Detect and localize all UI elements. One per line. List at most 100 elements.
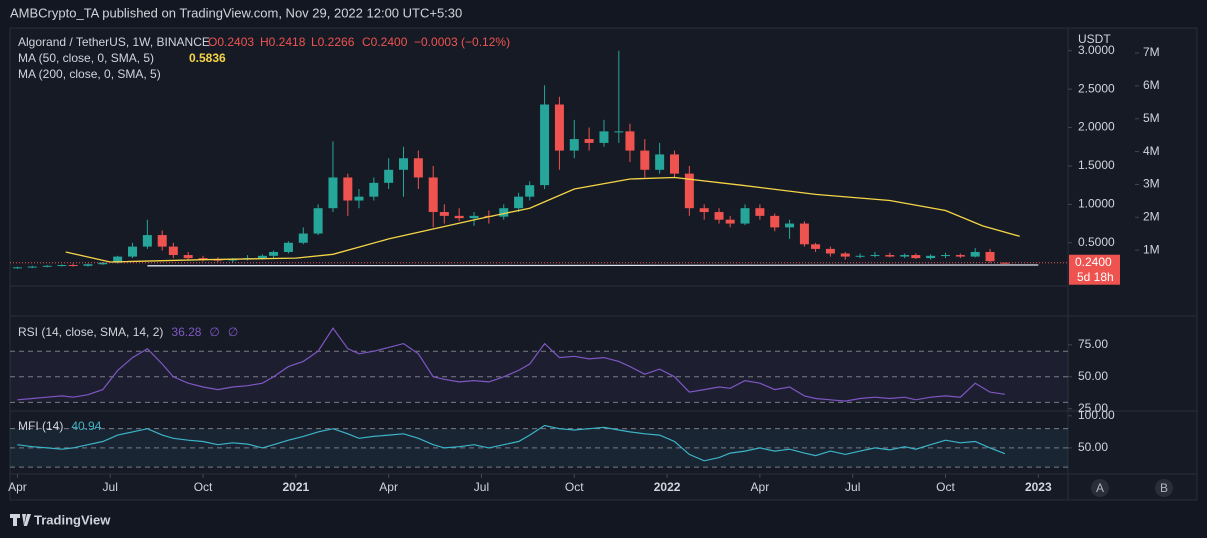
candle-body — [343, 177, 353, 201]
candle-body — [540, 104, 550, 186]
y-tick-label: 3.0000 — [1078, 43, 1115, 57]
candle-body — [113, 256, 123, 263]
indicator-legend: MA (200, close, 0, SMA, 5) — [18, 67, 161, 81]
ohlc-value: H0.2418 — [260, 35, 306, 49]
candle-body — [825, 248, 835, 254]
indicator-value: 36.28 — [171, 325, 201, 339]
candle-body — [885, 255, 895, 257]
band-fill — [10, 351, 1068, 403]
candle-body — [900, 255, 910, 257]
x-tick-label: Oct — [936, 480, 955, 494]
x-tick-label: 2022 — [654, 480, 681, 494]
ohlc-value: O0.2403 — [208, 35, 254, 49]
indicator-line — [17, 327, 1005, 402]
candle-body — [439, 212, 449, 216]
y-tick-label: 0.5000 — [1078, 235, 1115, 249]
publisher: AMBCrypto_TA published on TradingView.co… — [10, 5, 462, 20]
price-change: −0.0003 (−0.12%) — [414, 35, 510, 49]
y2-tick-label: 7M — [1143, 45, 1160, 59]
y2-tick-label: 4M — [1143, 144, 1160, 158]
y-axis-unit: USDT — [1078, 32, 1111, 46]
y-tick-label: 2.5000 — [1078, 81, 1115, 95]
button[interactable] — [1091, 479, 1109, 497]
indicator-extra: ∅ — [228, 325, 238, 339]
candle-body — [399, 158, 409, 170]
candle-body — [198, 258, 208, 260]
candle-body — [640, 150, 650, 170]
y2-tick-label: 3M — [1143, 177, 1160, 191]
candle-body — [669, 154, 679, 174]
indicator-legend: MFI (14) — [18, 419, 63, 433]
y-tick-label: 50.00 — [1078, 369, 1108, 383]
y2-tick-label: 1M — [1143, 242, 1160, 256]
chart-frame — [9, 27, 1198, 501]
candle-body — [157, 235, 167, 247]
candle-body — [128, 246, 138, 257]
candle-body — [514, 196, 524, 209]
candle-body — [428, 177, 438, 213]
candle-body — [384, 169, 394, 183]
indicator-legend: RSI (14, close, SMA, 14, 2) — [18, 325, 163, 339]
candle-body — [168, 246, 178, 256]
candle-body — [699, 208, 709, 213]
x-tick-label: Apr — [751, 480, 770, 494]
x-tick-label: 2021 — [282, 480, 309, 494]
y-tick-label: 75.00 — [1078, 337, 1108, 351]
y2-tick-label: 6M — [1143, 78, 1160, 92]
candle-body — [985, 251, 995, 262]
button-label[interactable]: A — [1096, 481, 1104, 495]
candle-body — [870, 255, 880, 257]
x-tick-label: Oct — [194, 480, 213, 494]
x-tick-label: Jul — [845, 480, 860, 494]
candle-body — [328, 177, 338, 209]
indicator-value: 40.94 — [71, 419, 101, 433]
candle-body — [599, 131, 609, 143]
band-fill — [10, 428, 1068, 468]
candle-body — [811, 244, 821, 249]
y-tick-label: 50.00 — [1078, 440, 1108, 454]
x-tick-label: Apr — [379, 480, 398, 494]
indicator-value: 0.5836 — [189, 51, 226, 65]
brand-logo — [10, 514, 31, 526]
candle-body — [614, 131, 624, 133]
candle-body — [83, 264, 93, 266]
candle-body — [142, 235, 152, 247]
candle-body — [98, 262, 108, 265]
candle-body — [970, 251, 980, 257]
candle-body — [770, 215, 780, 228]
candle-body — [926, 255, 936, 259]
candle-body — [469, 215, 479, 219]
candle-body — [42, 265, 52, 267]
candle-body — [313, 208, 323, 234]
button[interactable] — [1155, 479, 1173, 497]
x-tick-label: Oct — [565, 480, 584, 494]
candle-body — [525, 185, 535, 197]
candle-body — [755, 208, 765, 216]
x-tick-label: 2023 — [1025, 480, 1052, 494]
candle-body — [57, 265, 67, 267]
button-label[interactable]: B — [1160, 481, 1168, 495]
y-tick-label: 25.00 — [1078, 401, 1108, 415]
candle-body — [369, 182, 379, 197]
ohlc-value: L0.2266 — [311, 35, 355, 49]
candle-body — [740, 208, 750, 224]
candle-body — [655, 154, 665, 170]
candle-body — [799, 223, 809, 245]
x-tick-label: Jul — [103, 480, 118, 494]
candle-body — [183, 255, 193, 259]
y-tick-label: 100.00 — [1078, 408, 1115, 422]
candle-body — [911, 255, 921, 259]
candle-body — [855, 255, 865, 257]
candle-body — [625, 131, 635, 151]
candle-body — [283, 242, 293, 252]
brand: TradingView — [34, 512, 111, 527]
candle-body — [554, 104, 564, 151]
candle-body — [714, 212, 724, 220]
y2-tick-label: 2M — [1143, 209, 1160, 223]
y2-tick-label: 5M — [1143, 111, 1160, 125]
candle-body — [12, 267, 22, 269]
candle-body — [569, 139, 579, 151]
moving-average — [147, 264, 1039, 267]
